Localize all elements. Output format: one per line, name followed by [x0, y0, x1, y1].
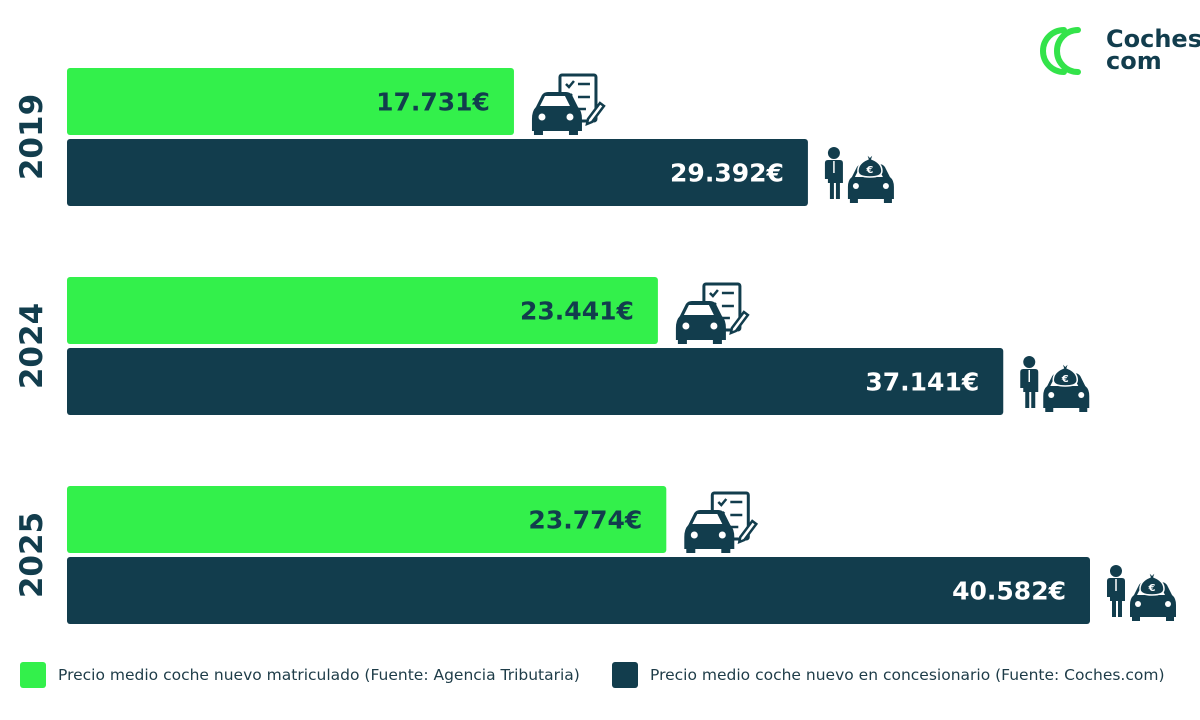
legend-label: Precio medio coche nuevo en concesionari… — [650, 666, 1165, 684]
legend-swatch-green — [20, 662, 46, 688]
legend-item-matriculado: Precio medio coche nuevo matriculado (Fu… — [20, 662, 580, 688]
bar-2024-series-1 — [67, 348, 1004, 415]
logo-line-2: com — [1106, 47, 1162, 75]
bar-2019-series-1 — [67, 139, 808, 206]
bar-value-label-2019-series-1: 29.392€ — [670, 159, 784, 188]
legend: Precio medio coche nuevo matriculado (Fu… — [0, 662, 1200, 694]
logo-text: Coches com — [1106, 25, 1200, 75]
bar-chart: € 2019 17.731€29.392€2024 23.441€37.141€20… — [14, 68, 1177, 624]
bar-2019-series-0 — [67, 68, 514, 135]
bar-value-label-2025-series-1: 40.582€ — [952, 577, 1066, 606]
coches-com-logo-icon — [1040, 27, 1081, 75]
legend-item-concesionario: Precio medio coche nuevo en concesionari… — [612, 662, 1165, 688]
dealer-car-money-icon — [1106, 564, 1177, 622]
year-label-2025: 2025 — [14, 512, 50, 598]
legend-swatch-navy — [612, 662, 638, 688]
legend-label: Precio medio coche nuevo matriculado (Fu… — [58, 666, 580, 684]
year-label-2019: 2019 — [14, 94, 50, 180]
bar-value-label-2025-series-0: 23.774€ — [528, 506, 642, 535]
car-checklist-icon — [530, 73, 606, 137]
bar-value-label-2024-series-0: 23.441€ — [520, 297, 634, 326]
dealer-car-money-icon — [824, 146, 895, 204]
car-checklist-icon — [682, 491, 758, 555]
year-label-2024: 2024 — [14, 303, 50, 389]
bar-value-label-2019-series-0: 17.731€ — [376, 88, 490, 117]
car-checklist-icon — [674, 282, 750, 346]
bar-2025-series-0 — [67, 486, 667, 553]
bar-2025-series-1 — [67, 557, 1090, 624]
logo-line-1: Coches — [1106, 25, 1200, 53]
bar-value-label-2024-series-1: 37.141€ — [865, 368, 979, 397]
bar-2024-series-0 — [67, 277, 658, 344]
dealer-car-money-icon — [1019, 355, 1091, 413]
